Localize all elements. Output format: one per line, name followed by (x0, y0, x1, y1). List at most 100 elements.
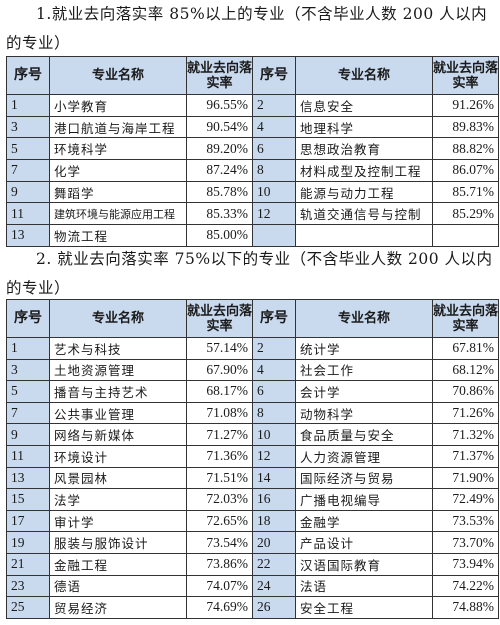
cell-rate: 71.32% (432, 423, 499, 446)
cell-name: 金融学 (295, 509, 433, 533)
cell-rate: 86.07% (432, 159, 499, 182)
cell-rate: 71.27% (186, 423, 253, 446)
cell-no: 25 (6, 596, 50, 619)
cell-name: 社会工作 (295, 358, 433, 382)
table-row: 13 物流工程 85.00% (6, 224, 499, 247)
cell-name: 食品质量与安全 (295, 423, 433, 446)
cell-rate: 71.08% (186, 401, 253, 425)
table-header-row: 序号 专业名称 就业去向落实率 序号 专业名称 就业去向落实率 (6, 299, 499, 338)
cell-rate: 73.54% (186, 531, 253, 554)
cell-no: 2 (252, 337, 296, 360)
cell-rate: 85.00% (186, 224, 253, 247)
table-row: 3 港口航道与海岸工程 90.54% 4 地理科学 89.83% (6, 115, 499, 139)
table-row: 25 贸易经济 74.69% 26 安全工程 74.88% (6, 596, 499, 619)
cell-rate: 74.69% (186, 596, 253, 619)
cell-rate: 57.14% (186, 337, 253, 360)
cell-rate: 85.71% (432, 180, 499, 204)
cell-name: 地理科学 (295, 115, 433, 139)
cell-rate: 91.26% (432, 94, 499, 117)
header-rate: 就业去向落实率 (186, 299, 253, 338)
cell-no: 2 (252, 94, 296, 117)
cell-name: 动物科学 (295, 401, 433, 425)
cell-no: 12 (252, 202, 296, 226)
cell-no: 8 (252, 159, 296, 182)
header-rate: 就业去向落实率 (432, 56, 499, 95)
cell-rate: 85.78% (186, 180, 253, 204)
cell-rate: 73.94% (432, 552, 499, 576)
cell-rate: 67.90% (186, 358, 253, 382)
cell-name: 国际经济与贸易 (295, 466, 433, 490)
cell-rate (432, 224, 499, 247)
cell-no: 6 (252, 380, 296, 403)
cell-no: 7 (6, 159, 50, 182)
cell-rate: 74.22% (432, 574, 499, 598)
cell-rate: 74.88% (432, 596, 499, 619)
cell-name: 产品设计 (295, 531, 433, 554)
cell-no: 26 (252, 596, 296, 619)
cell-no: 9 (6, 180, 50, 204)
section1-heading: 1.就业去向落实率 85%以上的专业（不含毕业人数 200 人以内的专业） (6, 5, 488, 52)
cell-no: 24 (252, 574, 296, 598)
table-row: 21 金融工程 73.86% 22 汉语国际教育 73.94% (6, 552, 499, 576)
cell-no: 19 (6, 531, 50, 554)
table-row: 1 艺术与科技 57.14% 2 统计学 67.81% (6, 337, 499, 360)
cell-rate: 71.36% (186, 444, 253, 468)
cell-no: 6 (252, 137, 296, 161)
cell-rate: 72.49% (432, 488, 499, 511)
table-row: 9 网络与新媒体 71.27% 10 食品质量与安全 71.32% (6, 423, 499, 446)
cell-no: 8 (252, 401, 296, 425)
cell-name: 服装与服饰设计 (49, 531, 187, 554)
cell-no: 21 (6, 552, 50, 576)
cell-no: 5 (6, 380, 50, 403)
cell-name: 信息安全 (295, 94, 433, 117)
cell-no: 9 (6, 423, 50, 446)
cell-no: 3 (6, 115, 50, 139)
cell-no: 15 (6, 488, 50, 511)
cell-no: 4 (252, 358, 296, 382)
table-row: 15 法学 72.03% 16 广播电视编导 72.49% (6, 488, 499, 511)
cell-rate: 71.26% (432, 401, 499, 425)
cell-rate: 73.53% (432, 509, 499, 533)
cell-name: 环境设计 (49, 444, 187, 468)
header-no: 序号 (252, 299, 296, 338)
cell-rate: 73.70% (432, 531, 499, 554)
table-row: 11 环境设计 71.36% 12 人力资源管理 71.37% (6, 444, 499, 468)
cell-no: 3 (6, 358, 50, 382)
high-rate-table: 序号 专业名称 就业去向落实率 序号 专业名称 就业去向落实率 1 小学教育 96.… (6, 56, 499, 247)
cell-no: 7 (6, 401, 50, 425)
cell-name: 轨道交通信号与控制 (295, 202, 433, 226)
section2-heading: 2. 就业去向落实率 75%以下的专业（不含毕业人数 200 人以内的专业） (6, 250, 493, 297)
cell-name: 审计学 (49, 509, 187, 533)
cell-no: 10 (252, 180, 296, 204)
header-no: 序号 (252, 56, 296, 95)
cell-name (295, 224, 433, 247)
table-row: 3 土地资源管理 67.90% 4 社会工作 68.12% (6, 358, 499, 382)
cell-name: 化学 (49, 159, 187, 182)
cell-rate: 67.81% (432, 337, 499, 360)
cell-rate: 90.54% (186, 115, 253, 139)
cell-name: 德语 (49, 574, 187, 598)
header-rate: 就业去向落实率 (186, 56, 253, 95)
cell-no: 12 (252, 444, 296, 468)
cell-name: 法语 (295, 574, 433, 598)
cell-name: 思想政治教育 (295, 137, 433, 161)
cell-no: 13 (6, 224, 50, 247)
cell-rate: 68.17% (186, 380, 253, 403)
cell-name: 广播电视编导 (295, 488, 433, 511)
cell-name: 环境科学 (49, 137, 187, 161)
header-name: 专业名称 (49, 56, 187, 95)
cell-name: 网络与新媒体 (49, 423, 187, 446)
cell-name: 物流工程 (49, 224, 187, 247)
cell-name: 材料成型及控制工程 (295, 159, 433, 182)
cell-name: 人力资源管理 (295, 444, 433, 468)
cell-name: 小学教育 (49, 94, 187, 117)
cell-no: 5 (6, 137, 50, 161)
table-row: 9 舞蹈学 85.78% 10 能源与动力工程 85.71% (6, 180, 499, 204)
cell-name: 安全工程 (295, 596, 433, 619)
cell-name: 会计学 (295, 380, 433, 403)
table-row: 23 德语 74.07% 24 法语 74.22% (6, 574, 499, 598)
table-row: 5 环境科学 89.20% 6 思想政治教育 88.82% (6, 137, 499, 161)
cell-no: 10 (252, 423, 296, 446)
cell-no: 11 (6, 444, 50, 468)
cell-name: 汉语国际教育 (295, 552, 433, 576)
